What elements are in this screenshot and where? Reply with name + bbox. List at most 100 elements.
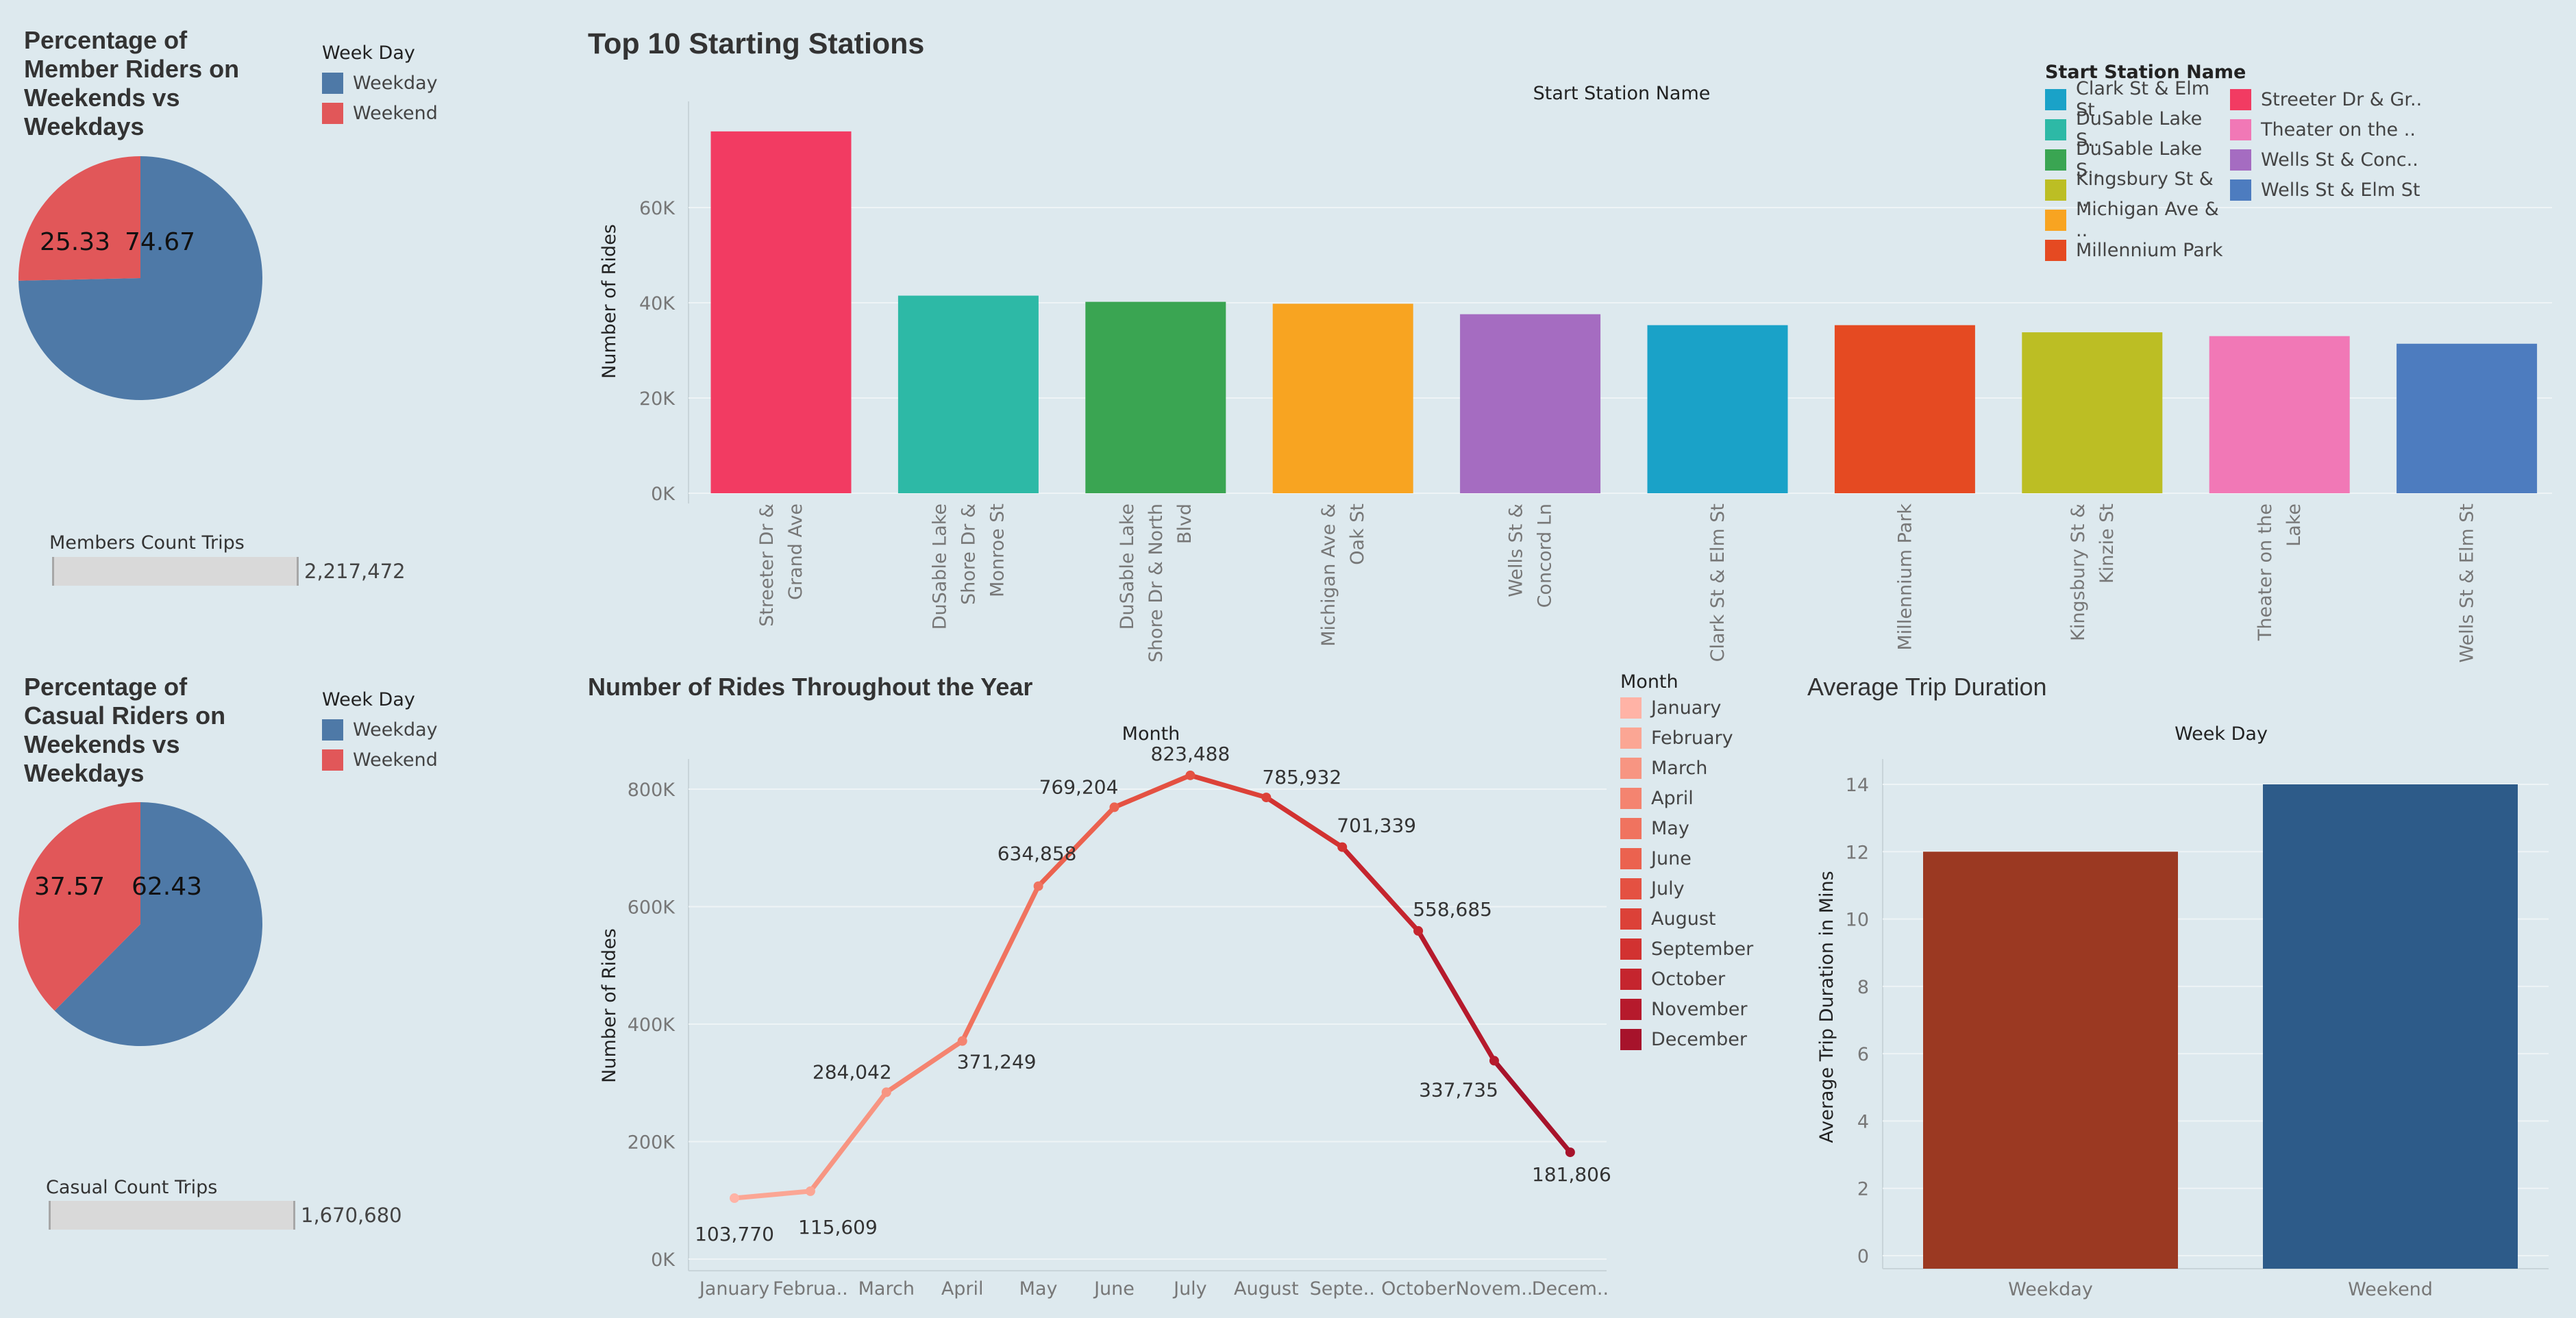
month-legend-item[interactable]: April (1620, 783, 1753, 813)
x-tick-label: Septe.. (1310, 1278, 1375, 1300)
y-axis-title: Average Trip Duration in Mins (1816, 871, 1837, 1143)
data-label: 769,204 (1039, 775, 1119, 798)
y-tick-label: 40K (639, 293, 676, 314)
legend-item-dusable-north[interactable]: DuSable Lake S.. (2045, 138, 2230, 181)
month-legend-item[interactable]: November (1620, 994, 1753, 1024)
month-legend-item[interactable]: September (1620, 934, 1753, 964)
data-point (1033, 881, 1043, 891)
legend-item-wells-concord[interactable]: Wells St & Conc.. (2230, 145, 2422, 175)
y-tick-label: 0K (651, 1249, 676, 1271)
y-tick-label: 800K (628, 780, 676, 801)
legend-item-dusable-monroe[interactable]: DuSable Lake S.. (2045, 108, 2230, 151)
x-tick-label: April (941, 1278, 984, 1300)
month-legend-label: May (1651, 817, 1689, 839)
x-tick-label: Kingsbury St & (2068, 503, 2089, 641)
x-tick-label: Wells St & (1506, 503, 1527, 597)
weekend-swatch (322, 749, 343, 771)
line-segment (1339, 845, 1421, 934)
line-segment (732, 1189, 813, 1201)
legend-item-wells-elm[interactable]: Wells St & Elm St (2230, 175, 2422, 205)
month-legend-label: August (1651, 908, 1716, 930)
stations-bar-chart[interactable]: 0K 20K 40K 60K Start Station Name Number of R… (0, 0, 2576, 685)
month-legend-item[interactable]: July (1620, 873, 1753, 904)
station-bar (1085, 301, 1226, 493)
data-label: 701,339 (1337, 815, 1416, 837)
x-tick-label: Theater on the (2255, 503, 2276, 641)
pie-value-label: 62.43 (132, 873, 202, 901)
y-tick-label: 8 (1857, 977, 1869, 998)
color-swatch (2045, 239, 2066, 261)
y-tick-label: 0K (651, 484, 676, 505)
member-legend-weekday[interactable]: Weekday (322, 68, 438, 98)
casual-count-bar (49, 1201, 295, 1230)
color-swatch (1620, 1028, 1642, 1050)
line-segment (808, 1089, 889, 1194)
y-tick-label: 6 (1857, 1044, 1869, 1065)
member-legend-weekend[interactable]: Weekend (322, 98, 438, 128)
line-segment (1263, 795, 1345, 850)
month-legend-item[interactable]: October (1620, 964, 1753, 994)
legend-item-kingsbury[interactable]: Kingsbury St & .. (2045, 169, 2230, 211)
month-legend[interactable]: Month January February March April May June Ju… (1620, 671, 1753, 1054)
month-legend-item[interactable]: March (1620, 753, 1753, 783)
members-count-bar (52, 557, 299, 586)
member-pie-title: Percentage of Member Riders on Weekends … (24, 26, 240, 140)
month-legend-label: October (1651, 968, 1726, 990)
line-segment (1112, 773, 1193, 810)
data-point (1337, 842, 1348, 852)
x-tick-label-group: Millennium Park (1894, 503, 1916, 651)
x-tick-label: DuSable Lake (929, 503, 950, 630)
x-tick-label-group: Clark St & Elm St (1707, 503, 1729, 662)
data-point (1185, 770, 1196, 780)
legend-item-millennium[interactable]: Millennium Park (2045, 235, 2230, 265)
x-tick-label-group: Kingsbury St & Kinzie St (2068, 503, 2118, 641)
color-swatch (2230, 179, 2251, 201)
line-segment (884, 1039, 965, 1095)
data-point (957, 1036, 967, 1046)
x-tick-label-group: DuSable Lake Shore Dr & North Blvd (1117, 503, 1196, 662)
pie-slice-weekend (18, 156, 140, 281)
y-tick-label: 600K (628, 897, 676, 919)
casual-pie-chart[interactable]: 62.43 37.57 (0, 783, 274, 1057)
weekday-swatch (322, 72, 343, 94)
month-legend-item[interactable]: December (1620, 1024, 1753, 1054)
y-tick-label: 4 (1857, 1111, 1869, 1132)
legend-item-michigan[interactable]: Michigan Ave & .. (2045, 199, 2230, 241)
month-legend-item[interactable]: May (1620, 813, 1753, 843)
data-label: 284,042 (813, 1060, 892, 1083)
color-swatch (2230, 88, 2251, 110)
legend-item-clark-elm[interactable]: Clark St & Elm St (2045, 78, 2230, 121)
x-tick-label: Oak St (1347, 503, 1368, 565)
pie-value-label: 37.57 (34, 873, 105, 901)
station-bar (1834, 325, 1975, 493)
month-legend-item[interactable]: January (1620, 693, 1753, 723)
data-point (805, 1186, 815, 1196)
x-tick-label: Blvd (1174, 503, 1196, 544)
y-tick-label: 10 (1846, 910, 1869, 931)
data-point (1413, 925, 1424, 936)
month-legend-item[interactable]: February (1620, 723, 1753, 753)
member-pie-chart[interactable]: 74.67 25.33 (0, 137, 274, 411)
data-label: 823,488 (1151, 743, 1230, 765)
color-swatch (1620, 908, 1642, 930)
legend-item-theater[interactable]: Theater on the .. (2230, 114, 2422, 145)
x-tick-label-group: Streeter Dr & Grand Ave (756, 503, 806, 627)
color-swatch (1620, 847, 1642, 869)
stations-legend-title: Start Station Name (2045, 62, 2246, 83)
stations-legend[interactable]: Start Station Name Clark St & Elm St DuS… (2045, 62, 2422, 265)
casual-pie-legend[interactable]: Week Day Weekday Weekend (322, 689, 438, 775)
month-legend-item[interactable]: August (1620, 904, 1753, 934)
x-tick-label: Monroe St (987, 503, 1008, 597)
casual-legend-weekend[interactable]: Weekend (322, 745, 438, 775)
weekend-swatch (322, 102, 343, 124)
legend-item-streeter[interactable]: Streeter Dr & Gr.. (2230, 84, 2422, 114)
month-legend-item[interactable]: June (1620, 843, 1753, 873)
casual-legend-weekday[interactable]: Weekday (322, 714, 438, 745)
y-tick-label: 2 (1857, 1179, 1869, 1200)
line-segment (960, 884, 1041, 1044)
pie-slice-weekday (18, 156, 262, 400)
member-pie-legend[interactable]: Week Day Weekday Weekend (322, 42, 438, 128)
month-legend-label: September (1651, 938, 1754, 960)
